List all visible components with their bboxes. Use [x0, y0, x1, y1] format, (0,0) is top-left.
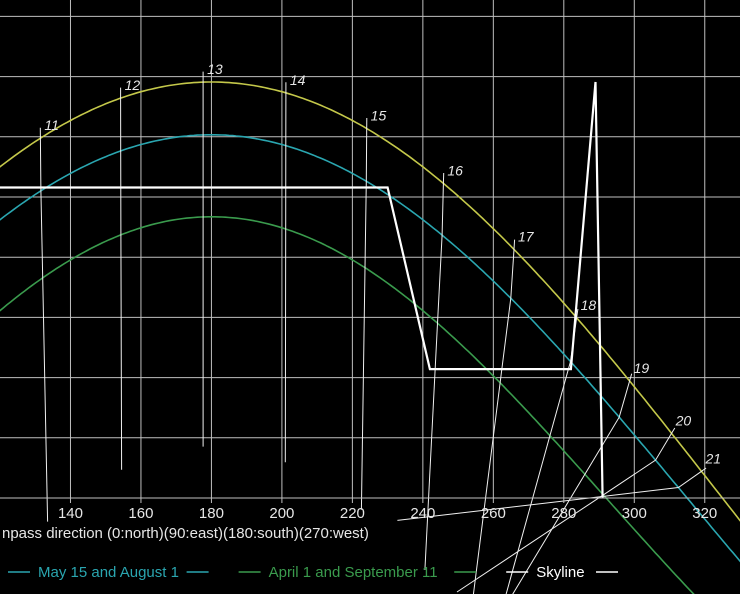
hour-label-18: 18 — [581, 297, 597, 313]
hour-label-11: 11 — [44, 117, 59, 133]
hour-label-19: 19 — [634, 360, 650, 376]
x-tick-140: 140 — [58, 505, 83, 522]
legend-label-may15_aug1: May 15 and August 1 — [38, 564, 179, 581]
legend-label-skyline: Skyline — [536, 564, 584, 581]
x-tick-280: 280 — [551, 505, 576, 522]
hour-label-16: 16 — [447, 162, 463, 178]
x-tick-220: 220 — [340, 505, 365, 522]
hour-line-14 — [285, 82, 286, 462]
x-tick-160: 160 — [128, 505, 153, 522]
x-axis-title: npass direction (0:north)(90:east)(180:s… — [2, 525, 369, 542]
legend-label-apr1_sep11: April 1 and September 11 — [269, 564, 438, 581]
x-tick-260: 260 — [481, 505, 506, 522]
hour-label-20: 20 — [675, 412, 692, 428]
x-tick-200: 200 — [269, 505, 294, 522]
x-tick-180: 180 — [199, 505, 224, 522]
hour-label-12: 12 — [125, 77, 141, 93]
x-tick-240: 240 — [410, 505, 435, 522]
hour-label-21: 21 — [704, 450, 721, 466]
hour-label-15: 15 — [371, 108, 387, 124]
x-tick-300: 300 — [622, 505, 647, 522]
sun-path-chart: 1011121314151617181920211401601802002202… — [0, 0, 740, 594]
hour-label-17: 17 — [518, 228, 535, 244]
x-tick-320: 320 — [692, 505, 717, 522]
hour-label-14: 14 — [290, 72, 306, 88]
hour-label-13: 13 — [207, 61, 223, 77]
